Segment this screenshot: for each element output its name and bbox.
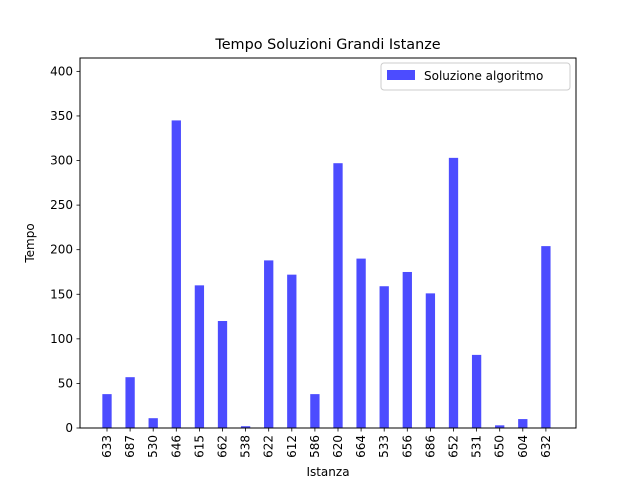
bar-687	[125, 377, 135, 428]
legend-frame	[380, 62, 571, 91]
y-tick-label: 200	[50, 243, 73, 257]
bar-646	[171, 120, 181, 428]
x-tick-label-632: 632	[539, 435, 553, 458]
bar-632	[541, 246, 551, 428]
bar-686	[425, 293, 436, 428]
y-axis-label: Tempo	[23, 223, 37, 263]
chart-title: Tempo Soluzioni Grandi Istanze	[214, 37, 440, 53]
y-tick-label: 300	[50, 154, 73, 168]
bar-656	[402, 271, 412, 428]
bars-group	[102, 120, 551, 429]
legend: Soluzione algoritmo	[380, 62, 571, 91]
x-tick-label-687: 687	[123, 435, 137, 458]
bar-620	[333, 163, 343, 428]
x-tick-label-650: 650	[493, 435, 507, 458]
bar-538	[240, 426, 251, 428]
bar-652	[448, 157, 459, 429]
x-tick-label-662: 662	[216, 435, 230, 458]
bar-533	[379, 286, 389, 428]
x-tick-label-531: 531	[470, 435, 484, 458]
bar-662	[217, 321, 228, 428]
bar-586	[310, 394, 320, 428]
bar-612	[287, 274, 297, 428]
bar-615	[194, 285, 205, 428]
y-tick-label: 0	[65, 421, 73, 435]
x-tick-label-652: 652	[447, 435, 461, 458]
x-tick-label-656: 656	[400, 435, 414, 458]
legend-swatch	[387, 70, 415, 80]
x-tick-label-615: 615	[192, 435, 206, 458]
bar-664	[356, 258, 366, 428]
y-tick-label: 150	[50, 287, 73, 301]
bar-530	[148, 418, 158, 428]
x-tick-label-646: 646	[169, 435, 183, 458]
x-tick-label-633: 633	[100, 435, 114, 458]
x-tick-label-664: 664	[354, 435, 368, 458]
x-tick-label-612: 612	[285, 435, 299, 458]
legend-label: Soluzione algoritmo	[424, 69, 543, 83]
bar-650	[495, 425, 505, 428]
x-tick-label-620: 620	[331, 435, 345, 458]
y-tick-label: 400	[50, 64, 73, 78]
bar-531	[471, 354, 482, 428]
x-tick-label-622: 622	[262, 435, 276, 458]
y-tick-label: 250	[50, 198, 73, 212]
plot-frame	[79, 57, 577, 429]
x-tick-label-686: 686	[423, 435, 437, 458]
y-tick-label: 50	[58, 376, 73, 390]
x-tick-label-604: 604	[516, 435, 530, 458]
y-axis: 0 50 100 150 200 250 300 350 400	[50, 64, 80, 435]
bar-633	[102, 394, 112, 428]
bar-622	[264, 260, 274, 428]
x-tick-label-538: 538	[239, 435, 253, 458]
x-axis-label: Istanza	[306, 465, 349, 479]
x-tick-label-586: 586	[308, 435, 322, 458]
bar-604	[518, 419, 528, 428]
x-tick-label-530: 530	[146, 435, 160, 458]
y-tick-label: 350	[50, 109, 73, 123]
x-tick-label-533: 533	[377, 435, 391, 458]
x-axis: 633 687 530 646 615 662 538 622 612 586 620 664 533 6…	[100, 428, 553, 458]
y-tick-label: 100	[50, 332, 73, 346]
